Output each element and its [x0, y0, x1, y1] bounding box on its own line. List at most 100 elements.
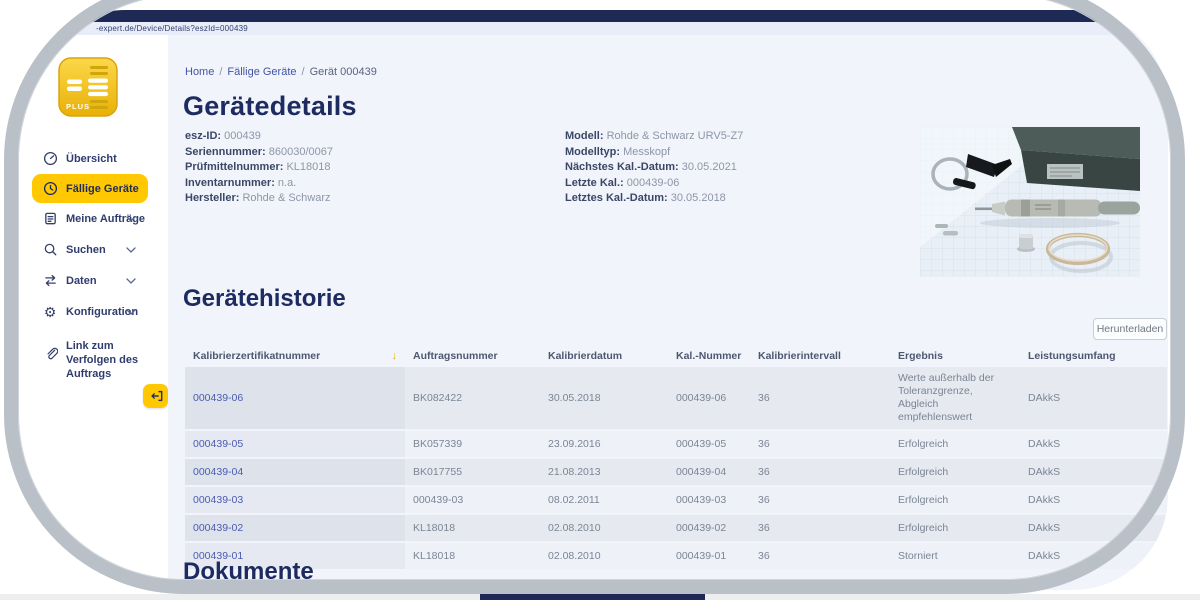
- sidebar-item-label: Suchen: [66, 243, 106, 256]
- detail-line: Letzte Kal.: 000439-06: [565, 176, 680, 189]
- column-header-kalibrierzertifikatnummer[interactable]: Kalibrierzertifikatnummer ↓: [193, 350, 398, 362]
- sidebar-item-meine-auftraege[interactable]: Meine Aufträge: [30, 203, 168, 234]
- browser-chrome-bar: [30, 10, 1168, 22]
- column-header-auftragsnummer[interactable]: Auftragsnummer: [413, 350, 498, 362]
- sidebar-item-label: Meine Aufträge: [66, 212, 146, 225]
- certificate-link[interactable]: 000439-02: [185, 515, 405, 541]
- cell-kal-nummer: 000439-02: [676, 522, 727, 534]
- detail-line: Letztes Kal.-Datum: 30.05.2018: [565, 192, 726, 204]
- table-row: 000439-03 000439-03 08.02.2011 000439-03…: [185, 487, 1167, 513]
- detail-line: Inventarnummer: n.a.: [185, 176, 297, 189]
- table-header-row: Kalibrierzertifikatnummer ↓ Auftragsnumm…: [185, 345, 1167, 367]
- table-row: 000439-02 KL18018 02.08.2010 000439-02 3…: [185, 515, 1167, 541]
- column-header-ergebnis[interactable]: Ergebnis: [898, 350, 943, 362]
- sidebar-item-label: Link zum Verfolgen des Auftrags: [66, 340, 139, 380]
- detail-line: Hersteller: Rohde & Schwarz: [185, 192, 331, 204]
- sidebar-item-faellige-geraete[interactable]: Fällige Geräte: [32, 174, 148, 203]
- cell-kalibrierintervall: 36: [758, 466, 770, 478]
- device-details-left: esz-ID: 000439 Seriennummer: 860030/0067…: [185, 129, 333, 207]
- cell-leistungsumfang: DAkkS: [1028, 438, 1061, 450]
- column-header-leistungsumfang[interactable]: Leistungsumfang: [1028, 350, 1116, 362]
- address-bar[interactable]: -expert.de/Device/Details?eszId=000439: [30, 22, 1168, 35]
- certificate-link[interactable]: 000439-03: [185, 487, 405, 513]
- cell-kalibrierdatum: 02.08.2010: [548, 522, 601, 534]
- table-row: 000439-05 BK057339 23.09.2016 000439-05 …: [185, 431, 1167, 457]
- table-row: 000439-01 KL18018 02.08.2010 000439-01 3…: [185, 543, 1167, 569]
- cell-ergebnis: Storniert: [898, 550, 938, 562]
- collapse-logout-button[interactable]: [143, 384, 168, 408]
- cell-ergebnis: Erfolgreich: [898, 522, 949, 534]
- cell-ergebnis: Erfolgreich: [898, 466, 949, 478]
- cell-ergebnis: Werte außerhalb der Toleranzgrenze, Abgl…: [898, 372, 995, 423]
- detail-line: Modell: Rohde & Schwarz URV5-Z7: [565, 130, 744, 142]
- table-row: 000439-04 BK017755 21.08.2013 000439-04 …: [185, 459, 1167, 485]
- sidebar-item-link-zum-verfolgen[interactable]: Link zum Verfolgen des Auftrags: [30, 339, 168, 381]
- detail-line: Modelltyp: Messkopf: [565, 145, 671, 158]
- sidebar-item-uebersicht[interactable]: Übersicht: [30, 143, 168, 174]
- detail-line: Nächstes Kal.-Datum: 30.05.2021: [565, 161, 737, 173]
- breadcrumb-section-link[interactable]: Fällige Geräte: [227, 66, 297, 78]
- detail-line: Seriennummer: 860030/0067: [185, 145, 333, 158]
- column-header-kalibrierintervall[interactable]: Kalibrierintervall: [758, 350, 841, 362]
- gear-icon: ⚙: [43, 303, 57, 320]
- certificate-link[interactable]: 000439-05: [185, 431, 405, 457]
- cell-leistungsumfang: DAkkS: [1028, 466, 1061, 478]
- bottom-window-edge: [480, 591, 705, 600]
- cell-auftragsnummer: 000439-03: [413, 494, 464, 506]
- cell-kal-nummer: 000439-05: [676, 438, 727, 450]
- cell-leistungsumfang: DAkkS: [1028, 550, 1061, 562]
- search-icon: [42, 242, 58, 258]
- device-photo: [920, 127, 1140, 277]
- logout-icon: [150, 390, 162, 402]
- sidebar-item-daten[interactable]: Daten: [30, 265, 168, 296]
- cell-kal-nummer: 000439-04: [676, 466, 727, 478]
- breadcrumb-current: Gerät 000439: [309, 66, 377, 78]
- cell-leistungsumfang: DAkkS: [1028, 494, 1061, 506]
- swap-arrows-icon: [42, 273, 58, 289]
- cell-kalibrierintervall: 36: [758, 550, 770, 562]
- chevron-down-icon: [126, 275, 136, 287]
- column-header-kal-nummer[interactable]: Kal.-Nummer: [676, 350, 742, 362]
- detail-line: Prüfmittelnummer: KL18018: [185, 161, 331, 173]
- sort-descending-icon[interactable]: ↓: [391, 350, 398, 362]
- app-logo[interactable]: PLUS: [58, 57, 118, 117]
- cell-leistungsumfang: DAkkS: [1028, 392, 1061, 404]
- breadcrumb-home-link[interactable]: Home: [185, 66, 215, 78]
- chevron-down-icon: [126, 306, 136, 318]
- paperclip-icon: [42, 345, 58, 361]
- certificate-link[interactable]: 000439-06: [185, 367, 405, 429]
- documents-section-title: Dokumente: [183, 558, 314, 585]
- cell-kal-nummer: 000439-03: [676, 494, 727, 506]
- column-header-kalibrierdatum[interactable]: Kalibrierdatum: [548, 350, 623, 362]
- cell-kalibrierintervall: 36: [758, 438, 770, 450]
- cell-kalibrierintervall: 36: [758, 494, 770, 506]
- cell-kalibrierdatum: 30.05.2018: [548, 392, 601, 404]
- sidebar-menu: Übersicht Fällige Geräte Meine Aufträge: [30, 143, 168, 381]
- sidebar-item-konfiguration[interactable]: ⚙ Konfiguration: [30, 296, 168, 327]
- sidebar-item-label: Übersicht: [66, 152, 117, 165]
- sidebar-item-label: Konfiguration: [66, 305, 139, 318]
- history-table: Kalibrierzertifikatnummer ↓ Auftragsnumm…: [185, 345, 1167, 571]
- gauge-icon: [42, 151, 58, 167]
- breadcrumb: Home / Fällige Geräte / Gerät 000439: [185, 66, 377, 78]
- cell-leistungsumfang: DAkkS: [1028, 522, 1061, 534]
- browser-window: -expert.de/Device/Details?eszId=000439: [30, 10, 1168, 590]
- url-text: -expert.de/Device/Details?eszId=000439: [96, 24, 248, 33]
- chevron-down-icon: [126, 244, 136, 256]
- cell-kalibrierintervall: 36: [758, 392, 770, 404]
- chevron-down-icon: [126, 213, 136, 225]
- certificate-link[interactable]: 000439-04: [185, 459, 405, 485]
- cell-ergebnis: Erfolgreich: [898, 438, 949, 450]
- cell-kal-nummer: 000439-06: [676, 392, 727, 404]
- sidebar: PLUS Übersicht Fällige Geräte: [30, 35, 168, 590]
- cell-kal-nummer: 000439-01: [676, 550, 727, 562]
- certificate-link[interactable]: 000439-01: [185, 543, 405, 569]
- download-button[interactable]: Herunterladen: [1093, 318, 1167, 340]
- cell-auftragsnummer: BK082422: [413, 392, 463, 404]
- detail-line: esz-ID: 000439: [185, 130, 261, 142]
- cell-kalibrierdatum: 23.09.2016: [548, 438, 601, 450]
- history-section-title: Gerätehistorie: [183, 285, 346, 312]
- sidebar-item-suchen[interactable]: Suchen: [30, 234, 168, 265]
- cell-kalibrierdatum: 21.08.2013: [548, 466, 601, 478]
